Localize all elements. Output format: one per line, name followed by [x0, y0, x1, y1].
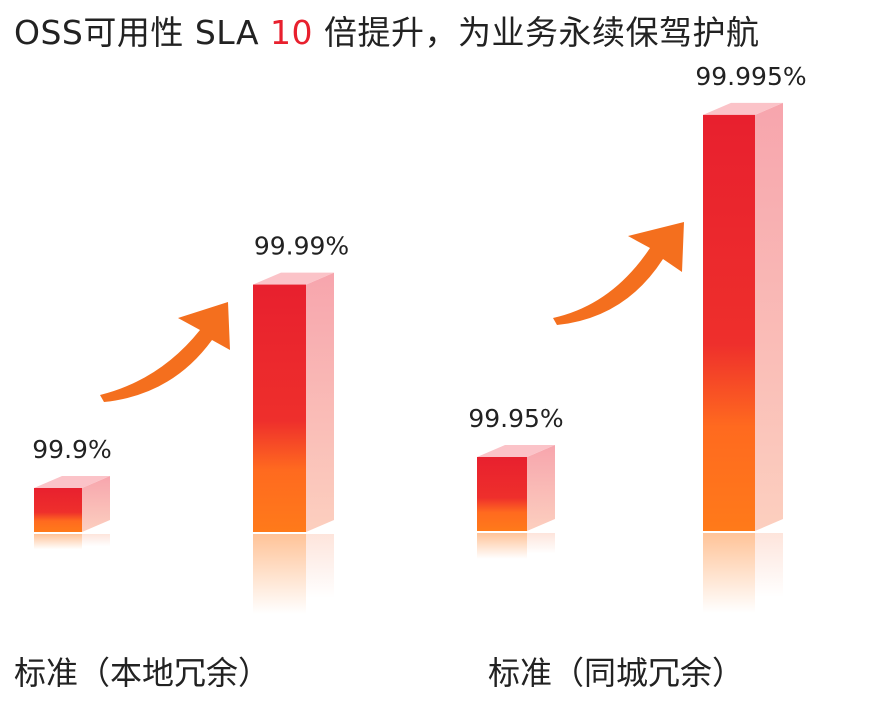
bar-g1-1-reflection: [34, 534, 82, 550]
bar-g1-1: [34, 488, 82, 532]
bar-g1-2-side: [306, 272, 334, 532]
title-prefix: OSS可用性 SLA: [14, 13, 271, 52]
bar-g2-2-side: [755, 102, 783, 532]
bar-g2-1-top: [477, 445, 555, 458]
arrow-icon-group-1: [100, 302, 230, 402]
bar-g1-2-top: [253, 272, 334, 285]
bar-g1-1-value-label: 99.9%: [32, 435, 111, 464]
bar-g1-2: [253, 284, 306, 532]
title-highlight: 10: [270, 13, 314, 52]
bar-g1-1-reflection-side: [82, 534, 110, 547]
bar-g2-1-reflection-side: [527, 533, 555, 554]
bar-g2-1-value-label: 99.95%: [468, 404, 563, 433]
bar-g2-1-side: [527, 445, 555, 531]
bar-g1-2-reflection: [253, 534, 306, 614]
bar-g1-2-reflection-side: [306, 534, 334, 598]
bar-g1-1-top: [34, 476, 110, 488]
bar-g2-2: [703, 114, 755, 532]
chart-title: OSS可用性 SLA 10 倍提升，为业务永续保驾护航: [14, 12, 760, 54]
bar-g2-1-reflection: [477, 533, 527, 559]
bar-g2-1: [477, 457, 527, 531]
bar-g2-2-top: [703, 102, 783, 115]
x-label-group-2: 标准（同城冗余）: [488, 654, 745, 692]
arrow-icon-group-2: [553, 222, 684, 325]
bar-g2-2-value-label: 99.995%: [695, 62, 806, 91]
x-label-group-1: 标准（本地冗余）: [14, 654, 271, 692]
title-suffix: 倍提升，为业务永续保驾护航: [313, 13, 760, 52]
bar-g1-1-side: [82, 476, 110, 532]
bar-g1-2-value-label: 99.99%: [254, 232, 349, 261]
bar-g2-2-reflection-side: [755, 533, 783, 597]
bar-g2-2-reflection: [703, 533, 755, 613]
